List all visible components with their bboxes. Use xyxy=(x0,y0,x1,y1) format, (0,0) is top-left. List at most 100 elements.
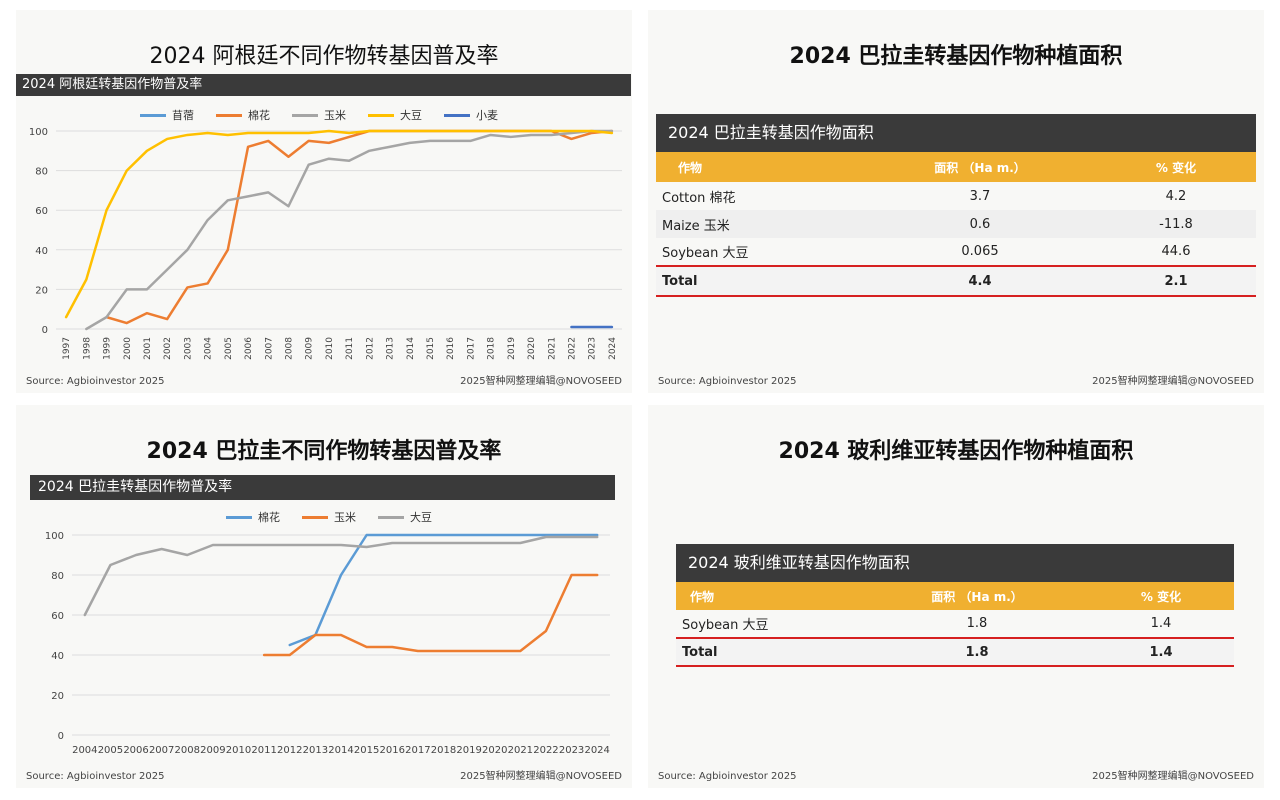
argentina-legend: 苜蓿 棉花 玉米 大豆 小麦 xyxy=(140,107,498,123)
x-tick-label: 2020 xyxy=(482,745,507,756)
bolivia-area-credit: 2025智种网整理编辑@NOVOSEED xyxy=(1092,771,1254,782)
x-tick-label: 2008 xyxy=(284,337,294,360)
x-tick-label: 2018 xyxy=(487,337,497,360)
col-crop: 作物 xyxy=(656,152,864,182)
x-tick-label: 2010 xyxy=(226,745,251,756)
legend-swatch xyxy=(368,113,394,117)
x-tick-label: 2024 xyxy=(584,745,609,756)
col-area: 面积 （Ha m.） xyxy=(864,152,1096,182)
total-label: Total xyxy=(656,265,864,297)
y-tick-label: 80 xyxy=(51,571,64,582)
legend-swatch xyxy=(140,113,166,117)
series-line xyxy=(83,535,599,617)
x-tick-label: 2015 xyxy=(426,337,436,360)
legend-label: 棉花 xyxy=(258,511,280,524)
col-area: 面积 （Ha m.） xyxy=(866,582,1088,610)
paraguay-area-bar: 2024 巴拉圭转基因作物面积 xyxy=(656,114,1256,152)
x-tick-label: 2020 xyxy=(527,337,537,360)
total-change: 1.4 xyxy=(1088,637,1234,667)
paraguay-area-table: 作物 面积 （Ha m.） % 变化 Cotton 棉花 3.7 4.2 Mai… xyxy=(656,152,1256,297)
x-tick-label: 2006 xyxy=(123,745,148,756)
x-tick-label: 2015 xyxy=(354,745,379,756)
argentina-bar: 2024 阿根廷转基因作物普及率 xyxy=(16,74,631,96)
legend-entry: 玉米 xyxy=(302,509,356,525)
x-tick-label: 2012 xyxy=(277,745,302,756)
bolivia-area-table: 作物 面积 （Ha m.） % 变化 Soybean 大豆 1.8 1.4 To… xyxy=(676,582,1234,667)
legend-swatch xyxy=(378,515,404,519)
x-tick-label: 2022 xyxy=(567,337,577,360)
series-line xyxy=(262,573,599,657)
legend-entry: 小麦 xyxy=(444,107,498,123)
change-cell: 4.2 xyxy=(1165,188,1187,204)
legend-swatch xyxy=(302,515,328,519)
total-area: 1.8 xyxy=(866,637,1088,667)
x-tick-label: 2023 xyxy=(559,745,584,756)
paraguay-bar: 2024 巴拉圭转基因作物普及率 xyxy=(30,475,615,500)
x-tick-label: 2009 xyxy=(305,337,315,360)
total-row: Total 4.4 2.1 xyxy=(656,265,1256,297)
total-row: Total 1.8 1.4 xyxy=(676,637,1234,667)
x-tick-label: 2007 xyxy=(264,337,274,360)
x-tick-label: 2018 xyxy=(431,745,456,756)
x-tick-label: 2014 xyxy=(328,745,353,756)
legend-label: 玉米 xyxy=(334,511,356,524)
y-tick-label: 20 xyxy=(51,691,64,702)
x-tick-label: 2016 xyxy=(380,745,405,756)
x-tick-label: 2017 xyxy=(466,337,476,360)
y-tick-label: 40 xyxy=(35,246,48,257)
argentina-chart: 0 20 40 60 80 100 1997 1998 1999 2000 2001 2002 2003… xyxy=(29,127,622,360)
paraguay-area-credit: 2025智种网整理编辑@NOVOSEED xyxy=(1092,376,1254,387)
paraguay-credit: 2025智种网整理编辑@NOVOSEED xyxy=(460,771,622,782)
x-tick-label: 1998 xyxy=(82,337,92,360)
x-tick-label: 2005 xyxy=(98,745,123,756)
crop-cell: Soybean 大豆 xyxy=(662,246,749,261)
area-cell: 1.8 xyxy=(966,616,988,631)
legend-swatch xyxy=(216,113,242,117)
table-row: Soybean 大豆 1.8 1.4 xyxy=(676,610,1234,638)
total-area: 4.4 xyxy=(864,265,1096,297)
legend-entry: 棉花 xyxy=(216,107,270,123)
x-tick-label: 1997 xyxy=(62,337,72,360)
x-tick-label: 2002 xyxy=(163,337,173,360)
legend-label: 大豆 xyxy=(400,109,422,122)
bolivia-area-panel: 2024 玻利维亚转基因作物种植面积 2024 玻利维亚转基因作物面积 作物 面… xyxy=(648,405,1264,788)
y-tick-label: 60 xyxy=(51,611,64,622)
x-tick-label: 2009 xyxy=(200,745,225,756)
x-tick-label: 2005 xyxy=(224,337,234,360)
y-tick-label: 100 xyxy=(29,127,48,138)
col-change: % 变化 xyxy=(1096,152,1256,182)
x-tick-label: 2022 xyxy=(533,745,558,756)
x-tick-label: 2003 xyxy=(183,337,193,360)
series-line xyxy=(288,533,599,647)
bolivia-area-bar: 2024 玻利维亚转基因作物面积 xyxy=(676,544,1234,582)
change-cell: 1.4 xyxy=(1150,616,1172,631)
legend-label: 大豆 xyxy=(410,511,432,524)
legend-entry: 大豆 xyxy=(368,107,422,123)
x-tick-label: 2000 xyxy=(123,337,133,360)
x-tick-label: 2011 xyxy=(251,745,276,756)
legend-entry: 大豆 xyxy=(378,509,432,525)
x-tick-label: 2013 xyxy=(303,745,328,756)
argentina-credit: 2025智种网整理编辑@NOVOSEED xyxy=(460,376,622,387)
legend-swatch xyxy=(444,113,470,117)
change-cell: -11.8 xyxy=(1096,210,1256,238)
legend-swatch xyxy=(292,113,318,117)
series-line xyxy=(105,129,614,325)
x-tick-label: 2004 xyxy=(204,337,214,360)
x-tick-label: 2011 xyxy=(345,337,355,360)
table-row: Soybean 大豆 0.065 44.6 xyxy=(656,238,1256,266)
total-change: 2.1 xyxy=(1096,265,1256,297)
x-tick-label: 2019 xyxy=(456,745,481,756)
x-tick-label: 2016 xyxy=(446,337,456,360)
bolivia-area-source: Source: Agbioinvestor 2025 xyxy=(658,771,797,782)
paraguay-chart: 0 20 40 60 80 100 2004 2005 2006 2007 2008 2009 2010… xyxy=(45,531,610,756)
paraguay-title: 2024 巴拉圭不同作物转基因普及率 xyxy=(146,439,502,464)
x-tick-label: 2004 xyxy=(72,745,97,756)
change-cell: 44.6 xyxy=(1161,244,1191,259)
legend-label: 玉米 xyxy=(324,109,346,122)
x-tick-label: 2023 xyxy=(588,337,598,360)
x-tick-label: 2021 xyxy=(508,745,533,756)
bolivia-area-title: 2024 玻利维亚转基因作物种植面积 xyxy=(778,439,1134,464)
x-tick-label: 2021 xyxy=(547,337,557,360)
x-tick-label: 1999 xyxy=(103,337,113,360)
